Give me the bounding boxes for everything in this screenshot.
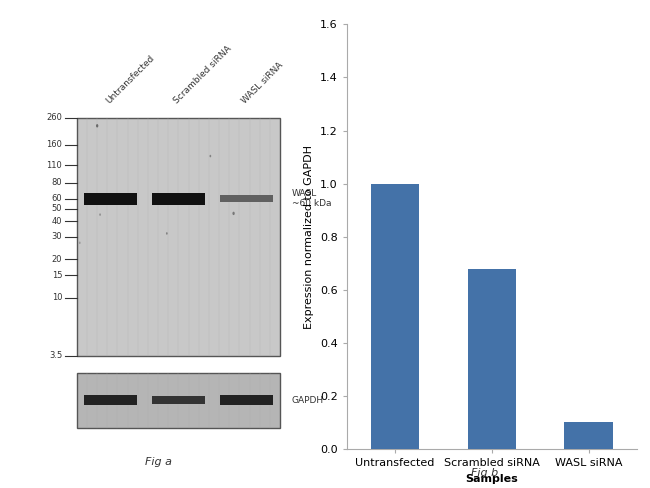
Text: 110: 110	[47, 161, 62, 170]
Text: 260: 260	[46, 113, 62, 122]
Text: 15: 15	[52, 271, 62, 280]
Text: 30: 30	[52, 232, 62, 242]
Text: WASL siRNA: WASL siRNA	[240, 60, 285, 105]
Text: 160: 160	[46, 140, 62, 149]
Text: Fig a: Fig a	[144, 457, 172, 468]
Circle shape	[166, 232, 168, 235]
Text: 20: 20	[52, 255, 62, 264]
Circle shape	[79, 242, 81, 244]
Text: Untransfected: Untransfected	[105, 53, 156, 105]
Y-axis label: Expression normalized to GAPDH: Expression normalized to GAPDH	[304, 144, 315, 329]
Bar	[152, 193, 205, 204]
Bar	[84, 395, 137, 406]
Bar	[84, 193, 137, 204]
Text: WASL
~60 kDa: WASL ~60 kDa	[292, 189, 331, 208]
Text: 3.5: 3.5	[49, 351, 62, 360]
Bar	[152, 396, 205, 405]
Text: 10: 10	[52, 293, 62, 302]
Bar	[371, 183, 419, 449]
Circle shape	[209, 155, 211, 157]
Bar	[468, 268, 516, 449]
Text: GAPDH: GAPDH	[292, 396, 324, 405]
Circle shape	[96, 124, 98, 127]
Text: Fig b: Fig b	[471, 468, 498, 478]
Text: 40: 40	[52, 217, 62, 225]
Bar	[77, 372, 280, 427]
Bar	[220, 195, 272, 202]
Text: Scrambled siRNA: Scrambled siRNA	[172, 44, 233, 105]
Bar	[77, 118, 280, 356]
Text: 80: 80	[52, 178, 62, 187]
X-axis label: Samples: Samples	[465, 473, 518, 484]
Text: 50: 50	[52, 204, 62, 213]
Bar	[564, 423, 613, 449]
Circle shape	[99, 213, 101, 216]
Text: 60: 60	[52, 194, 62, 203]
Circle shape	[233, 212, 235, 215]
Bar	[220, 395, 272, 406]
